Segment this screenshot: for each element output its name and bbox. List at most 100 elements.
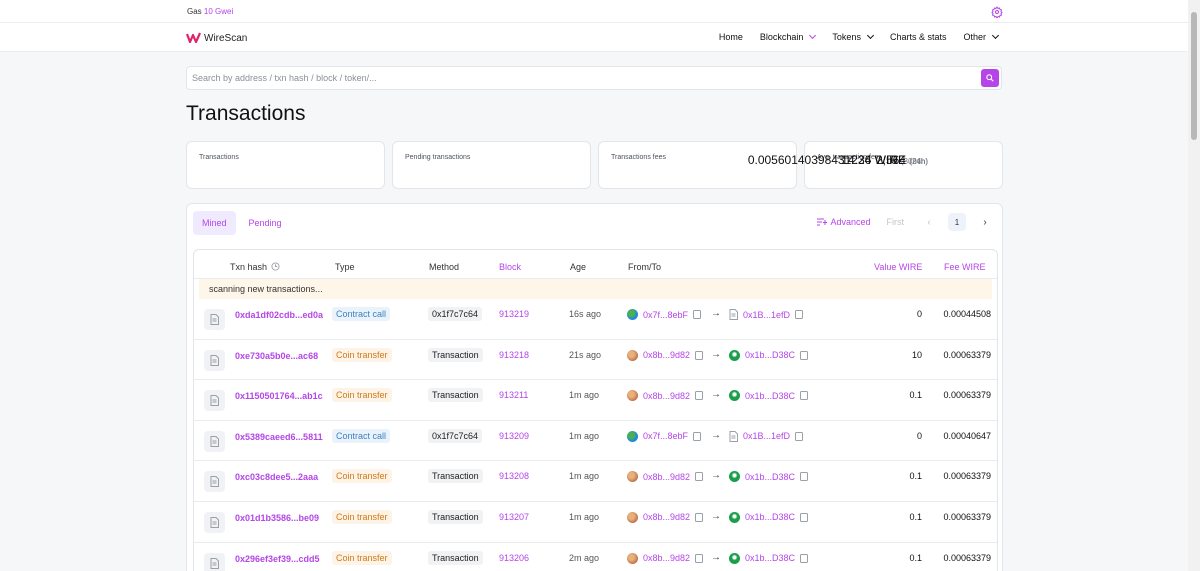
txn-fee: 0.00040647	[943, 430, 991, 441]
clock-icon[interactable]	[271, 262, 280, 273]
to-address-link[interactable]: 0x1b...D38C	[745, 553, 796, 564]
copy-icon[interactable]	[693, 431, 702, 441]
to-address-link[interactable]: 0x1b...D38C	[745, 512, 796, 523]
transaction-doc-icon	[204, 349, 225, 371]
col-hash: Txn hash	[230, 262, 268, 272]
top-bar: Gas 10 Gwei	[0, 0, 1188, 23]
transaction-doc-icon	[204, 309, 225, 330]
copy-icon[interactable]	[800, 553, 809, 563]
copy-icon[interactable]	[800, 350, 809, 360]
to-address-link[interactable]: 0x1B...1efD	[743, 309, 791, 320]
arrow-right-icon: →	[711, 510, 721, 522]
avatar-icon	[627, 552, 638, 564]
to-address: 0x1b...D38C	[729, 349, 809, 361]
from-address-link[interactable]: 0x8b...9d82	[643, 553, 691, 564]
col-fee[interactable]: Fee WIRE	[944, 262, 986, 272]
txn-hash-link[interactable]: 0x296ef3ef39...cdd5	[235, 553, 320, 564]
stat-value-row: 0.00560140398431224 WIRE (24h)	[748, 153, 928, 167]
avatar-icon	[729, 552, 740, 564]
block-link[interactable]: 913206	[499, 552, 530, 563]
block-link[interactable]: 913211	[499, 390, 529, 401]
wirescan-logo-icon	[186, 32, 202, 44]
txn-fee: 0.00063379	[943, 552, 991, 563]
contract-doc-icon	[729, 430, 738, 442]
scrollbar[interactable]	[1188, 0, 1200, 571]
block-link[interactable]: 913218	[499, 349, 530, 360]
avatar-icon	[627, 349, 638, 361]
copy-icon[interactable]	[695, 553, 704, 563]
txn-hash-link[interactable]: 0x1150501764...ab1c	[235, 391, 323, 402]
block-link[interactable]: 913209	[499, 430, 530, 441]
txn-hash-link[interactable]: 0x5389caeed6...5811	[235, 431, 323, 442]
txn-hash-link[interactable]: 0xc03c8dee5...2aaa	[235, 472, 319, 483]
nav-other[interactable]: Other	[963, 31, 1000, 42]
txn-value: 0.1	[909, 552, 922, 563]
from-address: 0x8b...9d82	[627, 349, 704, 361]
block-link[interactable]: 913207	[499, 511, 530, 522]
copy-icon[interactable]	[800, 512, 809, 522]
to-address-link[interactable]: 0x1b...D38C	[745, 350, 796, 361]
scrollbar-thumb[interactable]	[1191, 12, 1197, 140]
to-address: 0x1B...1efD	[729, 309, 804, 320]
stat-label: Pending transactions	[405, 154, 471, 161]
from-address: 0x8b...9d82	[627, 471, 704, 483]
table-row: 0xda1df02cdb...ed0a Contract call 0x1f7c7c…	[194, 299, 997, 340]
nav-home[interactable]: Home	[719, 32, 743, 42]
from-address-link[interactable]: 0x7f...8ebF	[643, 431, 689, 442]
current-page[interactable]: 1	[948, 213, 966, 231]
col-block[interactable]: Block	[499, 262, 522, 272]
from-address-link[interactable]: 0x8b...9d82	[643, 512, 691, 523]
copy-icon[interactable]	[695, 350, 704, 360]
globe-avatar-icon	[627, 309, 638, 320]
navbar: WireScan Home Blockchain Tokens Charts &…	[0, 23, 1188, 52]
copy-icon[interactable]	[795, 431, 804, 441]
nav-tokens[interactable]: Tokens	[832, 31, 874, 42]
first-page-button[interactable]: First	[886, 217, 905, 227]
block-link[interactable]: 913219	[499, 309, 530, 319]
tab-pending[interactable]: Pending	[248, 218, 282, 228]
prev-page-icon[interactable]: ‹	[927, 216, 931, 228]
from-address-link[interactable]: 0x8b...9d82	[643, 350, 691, 361]
copy-icon[interactable]	[695, 512, 704, 522]
nav-other-label: Other	[963, 32, 986, 42]
from-address-link[interactable]: 0x8b...9d82	[643, 390, 691, 401]
to-address-link[interactable]: 0x1B...1efD	[743, 431, 791, 442]
to-address-link[interactable]: 0x1b...D38C	[745, 471, 796, 482]
txn-hash-link[interactable]: 0xe730a5b0e...ac68	[235, 350, 319, 361]
copy-icon[interactable]	[795, 310, 804, 319]
next-page-icon[interactable]: ›	[983, 216, 987, 228]
nav-tokens-label: Tokens	[832, 32, 861, 42]
advanced-filter-button[interactable]: Advanced	[817, 217, 871, 227]
stat-value: 0	[890, 153, 898, 167]
copy-icon[interactable]	[800, 472, 809, 482]
stat-value: 2,564	[875, 153, 906, 167]
search-input[interactable]	[187, 67, 967, 89]
copy-icon[interactable]	[695, 391, 704, 401]
stats-row: Transactions 2,564 (24h) Pending transac…	[186, 141, 1003, 189]
settings-gear-icon[interactable]	[991, 6, 1003, 19]
txn-fee: 0.00063379	[943, 390, 991, 401]
to-address-link[interactable]: 0x1b...D38C	[745, 390, 796, 401]
from-address: 0x7f...8ebF	[627, 309, 702, 320]
txn-hash-link[interactable]: 0xda1df02cdb...ed0a	[235, 310, 324, 320]
arrow-right-icon: →	[711, 389, 721, 401]
copy-icon[interactable]	[695, 472, 704, 482]
copy-icon[interactable]	[800, 391, 809, 401]
nav-charts[interactable]: Charts & stats	[890, 32, 947, 42]
from-address: 0x8b...9d82	[627, 552, 704, 564]
logo[interactable]: WireScan	[186, 29, 247, 47]
col-value[interactable]: Value WIRE	[874, 262, 923, 272]
txn-value: 0	[916, 430, 922, 441]
from-address-link[interactable]: 0x7f...8ebF	[643, 309, 689, 320]
arrow-right-icon: →	[711, 551, 721, 563]
search-button[interactable]	[981, 69, 999, 87]
txn-hash-link[interactable]: 0x01d1b3586...be09	[235, 512, 320, 523]
block-link[interactable]: 913208	[499, 471, 530, 482]
tab-mined[interactable]: Mined	[193, 211, 236, 235]
nav-blockchain[interactable]: Blockchain	[760, 31, 817, 42]
from-address-link[interactable]: 0x8b...9d82	[643, 471, 691, 482]
txn-age: 1m ago	[569, 511, 600, 522]
txn-age: 21s ago	[569, 349, 602, 360]
copy-icon[interactable]	[693, 310, 702, 319]
txn-type-badge: Coin transfer	[332, 550, 392, 565]
